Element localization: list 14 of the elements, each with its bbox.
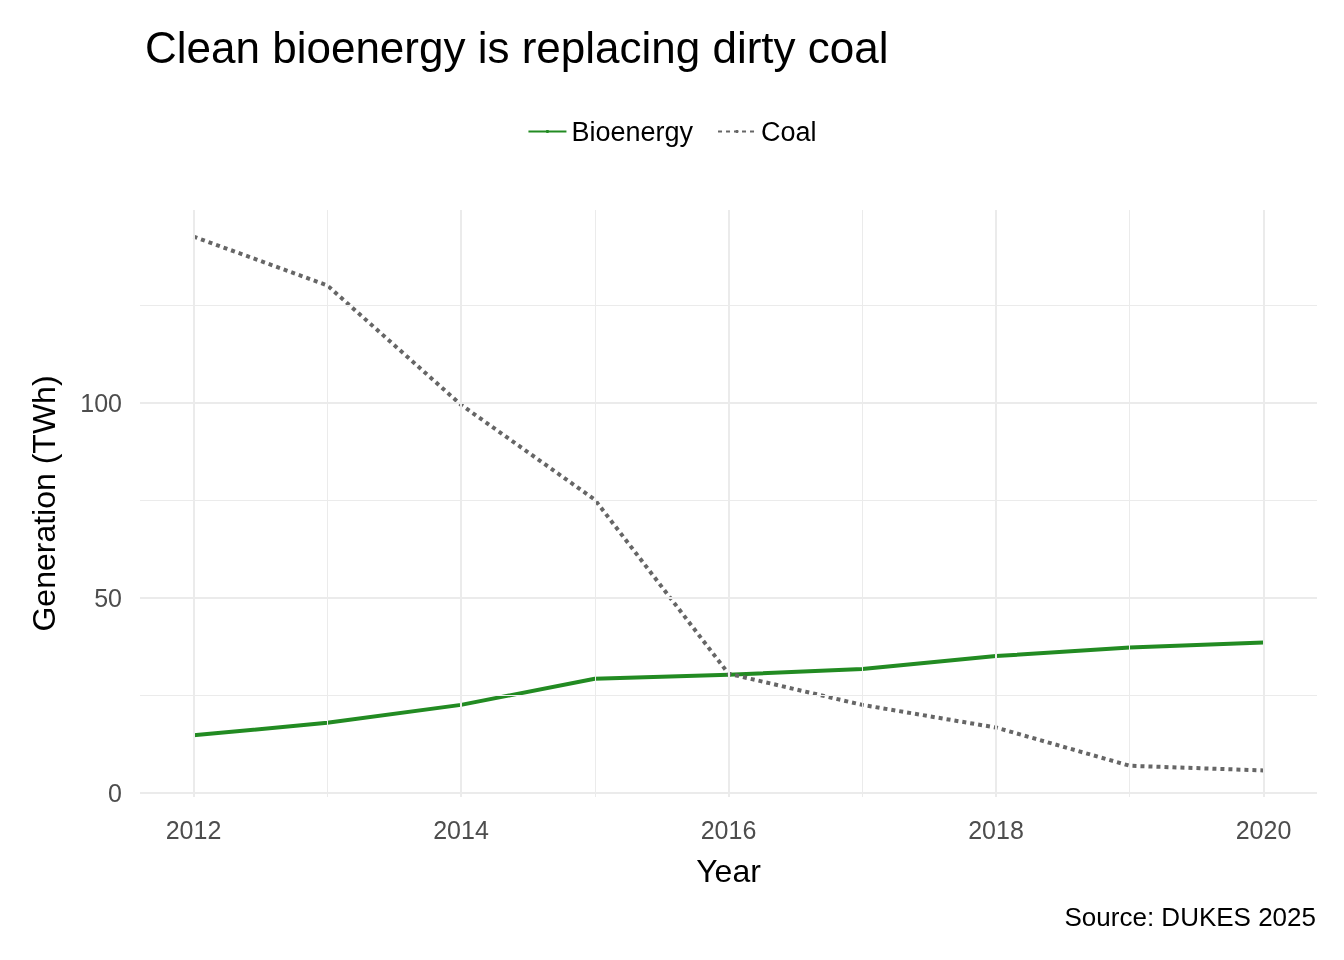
x-tick-label: 2014 — [433, 815, 489, 844]
x-tick-label: 2020 — [1235, 815, 1292, 844]
x-tick-label: 2012 — [165, 815, 222, 844]
x-axis-title: Year — [696, 853, 762, 889]
y-tick-label: 100 — [80, 388, 122, 417]
y-axis-title: Generation (TWh) — [26, 375, 62, 632]
y-tick-label: 0 — [108, 779, 122, 808]
legend-label: Bioenergy — [571, 116, 694, 147]
source-note: Source: DUKES 2025 — [1064, 902, 1316, 932]
x-tick-label: 2018 — [968, 815, 1024, 844]
chart-title: Clean bioenergy is replacing dirty coal — [145, 22, 889, 72]
y-tick-label: 50 — [94, 583, 122, 612]
legend-label: Coal — [761, 116, 817, 147]
x-tick-label: 2016 — [700, 815, 757, 844]
